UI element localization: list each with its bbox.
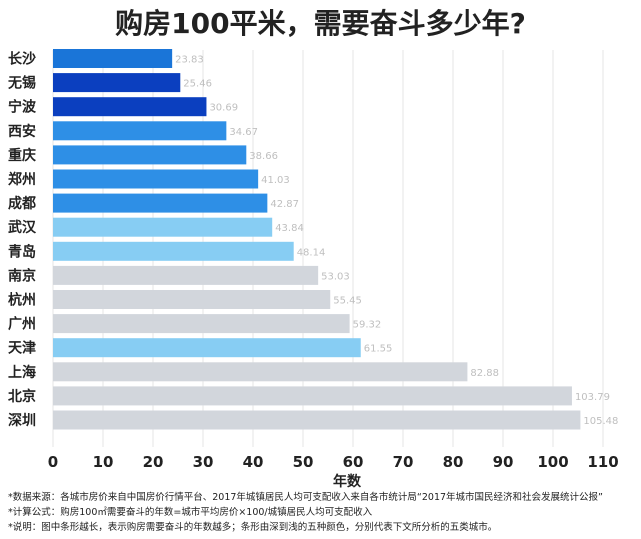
x-tick-label: 100 xyxy=(537,453,568,471)
category-label: 西安 xyxy=(8,123,36,140)
bar xyxy=(53,290,331,309)
category-label: 杭州 xyxy=(8,292,36,309)
data-label: 59.32 xyxy=(353,320,382,331)
data-label: 105.48 xyxy=(583,416,618,427)
bar-chart: 0 10 20 30 40 50 60 70 80 90 100 110 长沙 23.83 无锡 25.46 宁… xyxy=(7,49,619,490)
bar xyxy=(53,265,319,285)
category-label: 南京 xyxy=(8,267,36,284)
bar xyxy=(53,169,259,189)
x-tick-label: 60 xyxy=(343,453,364,471)
category-label: 长沙 xyxy=(8,51,36,68)
category-label: 重庆 xyxy=(8,147,36,164)
x-tick-label: 50 xyxy=(293,453,314,471)
category-label: 宁波 xyxy=(8,99,37,116)
bar xyxy=(53,49,173,68)
x-axis-label: 年数 xyxy=(333,473,362,490)
category-label: 北京 xyxy=(8,388,36,405)
bar xyxy=(53,97,207,117)
chart-title: 购房100平米，需要奋斗多少年? xyxy=(115,7,526,40)
x-tick-label: 40 xyxy=(243,453,264,471)
bar xyxy=(53,362,468,382)
data-label: 41.03 xyxy=(261,175,290,186)
category-label: 郑州 xyxy=(8,171,36,188)
category-label: 广州 xyxy=(8,316,36,333)
bar xyxy=(53,410,581,430)
x-tick-label: 110 xyxy=(587,453,618,471)
data-label: 25.46 xyxy=(183,79,212,90)
data-label: 61.55 xyxy=(364,344,393,355)
note-explanation: *说明：图中条形越长，表示购房需要奋斗的年数越多；条形由深到浅的五种颜色，分别代… xyxy=(8,522,498,533)
bar xyxy=(53,121,227,141)
bar xyxy=(53,145,247,165)
bar xyxy=(53,193,268,213)
category-label: 天津 xyxy=(8,340,36,357)
x-tick-label: 20 xyxy=(143,453,164,471)
category-label: 武汉 xyxy=(8,219,37,236)
x-tick-label: 70 xyxy=(393,453,414,471)
x-tick-label: 80 xyxy=(443,453,464,471)
data-label: 23.83 xyxy=(175,55,204,66)
footnotes: *数据来源：各城市房价来自中国房价行情平台、2017年城镇居民人均可支配收入来自… xyxy=(8,490,638,535)
note-formula: *计算公式：购房100㎡需要奋斗的年数=城市平均房价×100/城镇居民人均可支配… xyxy=(8,507,373,518)
data-label: 82.88 xyxy=(470,368,499,379)
x-tick-label: 30 xyxy=(193,453,214,471)
note-source: *数据来源：各城市房价来自中国房价行情平台、2017年城镇居民人均可支配收入来自… xyxy=(8,492,603,503)
data-label: 103.79 xyxy=(575,392,610,403)
category-label: 成都 xyxy=(8,195,36,212)
bar xyxy=(53,386,572,406)
x-tick-label: 0 xyxy=(48,453,58,471)
data-label: 30.69 xyxy=(209,103,238,114)
data-label: 42.87 xyxy=(270,199,299,210)
data-label: 48.14 xyxy=(297,247,326,258)
category-label: 深圳 xyxy=(8,412,36,429)
bar xyxy=(53,241,294,261)
data-label: 43.84 xyxy=(275,223,304,234)
bar xyxy=(53,73,181,93)
data-label: 55.45 xyxy=(333,296,362,307)
bar xyxy=(53,217,273,237)
data-label: 38.66 xyxy=(249,151,278,162)
category-label: 青岛 xyxy=(8,243,36,260)
data-label: 34.67 xyxy=(229,127,258,138)
category-label: 无锡 xyxy=(7,75,36,92)
bar xyxy=(53,338,361,358)
x-tick-label: 10 xyxy=(93,453,114,471)
data-label: 53.03 xyxy=(321,271,350,282)
bar xyxy=(53,314,350,334)
x-tick-label: 90 xyxy=(493,453,514,471)
category-label: 上海 xyxy=(8,364,36,381)
